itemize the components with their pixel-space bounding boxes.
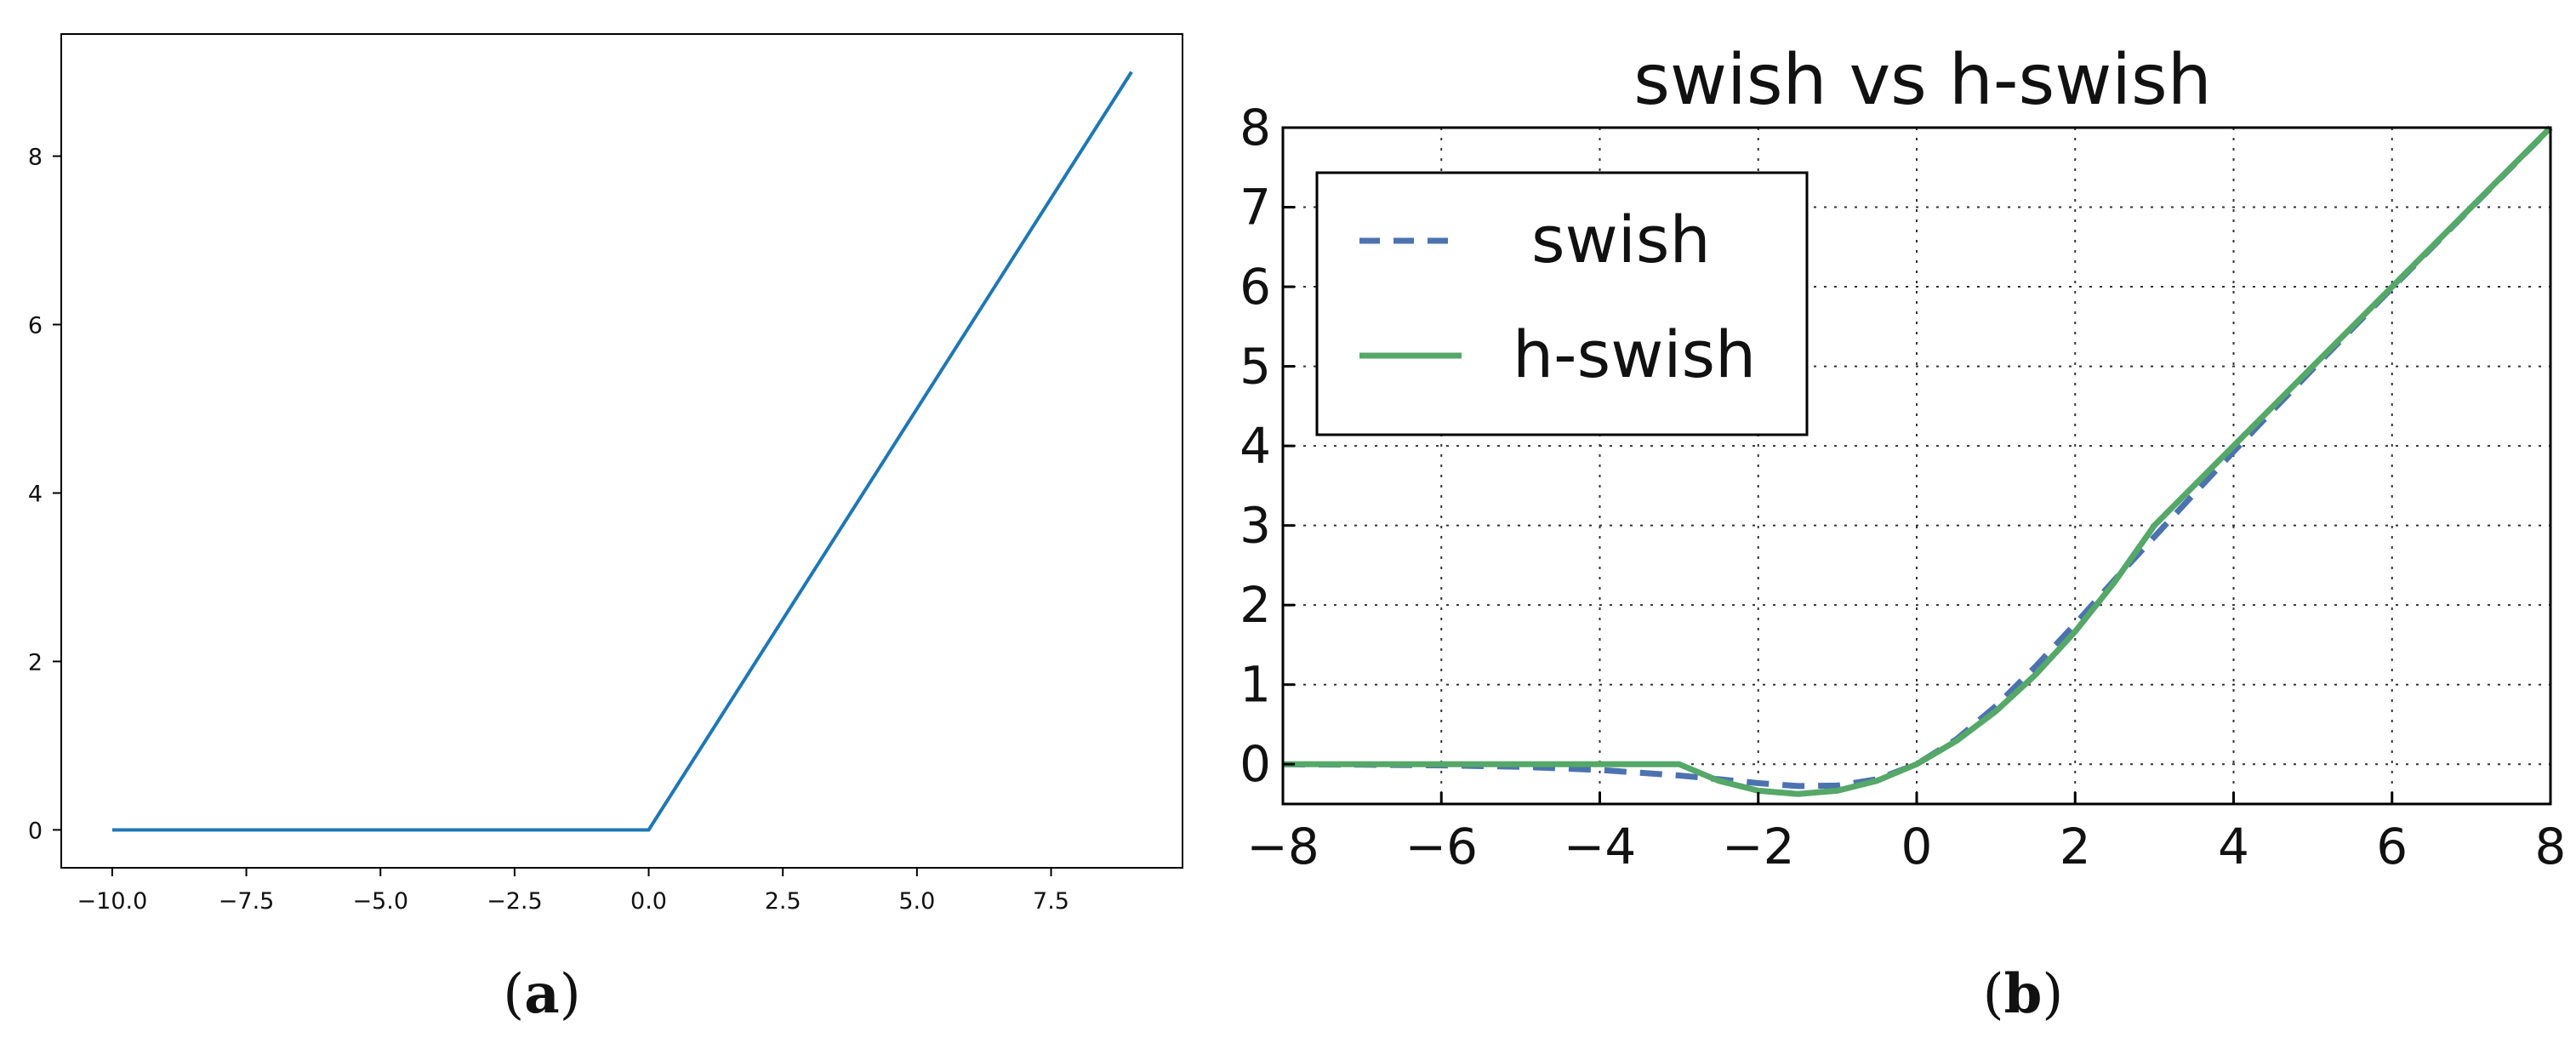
panel-b-y-tick-label: 4 bbox=[1240, 417, 1271, 475]
panel-b-caption: (b) bbox=[1983, 962, 2064, 1026]
panel-a-plot-area bbox=[60, 33, 1183, 869]
panel-b-y-tick-label: 7 bbox=[1240, 179, 1271, 237]
panel-a-x-tick-label: 2.5 bbox=[765, 888, 801, 915]
panel-a-x-tick-label: −2.5 bbox=[487, 888, 543, 915]
panel-b-x-axis-ticks: −8 −6 −4 −2 0 2 4 6 8 bbox=[1246, 792, 2566, 875]
panel-a-y-tick-label: 2 bbox=[28, 649, 43, 676]
panel-b-y-tick-label: 5 bbox=[1240, 338, 1271, 396]
panel-a-x-tick-label: 5.0 bbox=[898, 888, 935, 915]
panel-b-y-tick-label: 2 bbox=[1240, 576, 1271, 634]
panel-b-legend: swish h-swish bbox=[1315, 171, 1809, 436]
panel-b-x-tick-label: 0 bbox=[1901, 818, 1933, 875]
panel-a-x-axis-ticks: −10.0 −7.5 −5.0 −2.5 0.0 2.5 5.0 7.5 bbox=[77, 868, 1069, 915]
panel-a-x-tick-label: −7.5 bbox=[219, 888, 275, 915]
panel-b-swish-chart: swish vs h-swish −8 −6 −4 −2 0 2 4 6 8 0 1 2 3 4 5 6 7 8… bbox=[1240, 40, 2566, 1026]
panel-b-title: swish vs h-swish bbox=[1633, 40, 2211, 121]
panel-b-series-group bbox=[1282, 125, 2553, 797]
panel-b-x-tick-label: −8 bbox=[1246, 818, 1319, 875]
panel-a-x-tick-label: 0.0 bbox=[630, 888, 667, 915]
panel-a-y-tick-label: 8 bbox=[28, 145, 43, 171]
panel-a-y-tick-label: 4 bbox=[28, 481, 43, 507]
panel-a-series-line-0 bbox=[111, 71, 1133, 832]
panel-b-x-tick-label: 8 bbox=[2535, 818, 2567, 875]
legend-swish-label: swish bbox=[1531, 202, 1711, 277]
panel-a-x-tick-label: 7.5 bbox=[1033, 888, 1069, 915]
panel-a-caption: (a) bbox=[503, 962, 580, 1026]
panel-b-x-tick-label: 2 bbox=[2060, 818, 2091, 875]
panel-b-x-tick-label: 6 bbox=[2376, 818, 2408, 875]
panel-a-y-tick-label: 0 bbox=[28, 818, 43, 844]
panel-b-legend-box bbox=[1315, 171, 1809, 436]
panel-b-y-tick-label: 8 bbox=[1240, 99, 1271, 157]
panel-a-y-axis-ticks: 0 2 4 6 8 bbox=[28, 145, 61, 844]
panel-a-y-tick-label: 6 bbox=[28, 313, 43, 339]
legend-h-swish-label: h-swish bbox=[1513, 316, 1756, 392]
panel-a-x-tick-label: −5.0 bbox=[352, 888, 408, 915]
panel-a-relu-chart: −10.0 −7.5 −5.0 −2.5 0.0 2.5 5.0 7.5 0 2 4 6 8 (a) bbox=[28, 33, 1183, 1026]
panel-a-series-group bbox=[111, 71, 1133, 832]
series-line-h-swish bbox=[1283, 125, 2553, 797]
panel-b-x-tick-label: −6 bbox=[1405, 818, 1479, 875]
panel-b-x-tick-label: −2 bbox=[1722, 818, 1795, 875]
panel-b-y-tick-label: 6 bbox=[1240, 258, 1271, 316]
panel-a-x-tick-label: −10.0 bbox=[77, 888, 148, 915]
panel-b-x-tick-label: −4 bbox=[1564, 818, 1637, 875]
panel-b-y-tick-label: 3 bbox=[1240, 497, 1271, 555]
panel-b-x-tick-label: 4 bbox=[2218, 818, 2249, 875]
panel-b-y-tick-label: 0 bbox=[1240, 735, 1271, 793]
panel-b-y-axis-ticks: 0 1 2 3 4 5 6 7 8 bbox=[1240, 99, 1295, 793]
panel-b-y-tick-label: 1 bbox=[1240, 656, 1271, 714]
